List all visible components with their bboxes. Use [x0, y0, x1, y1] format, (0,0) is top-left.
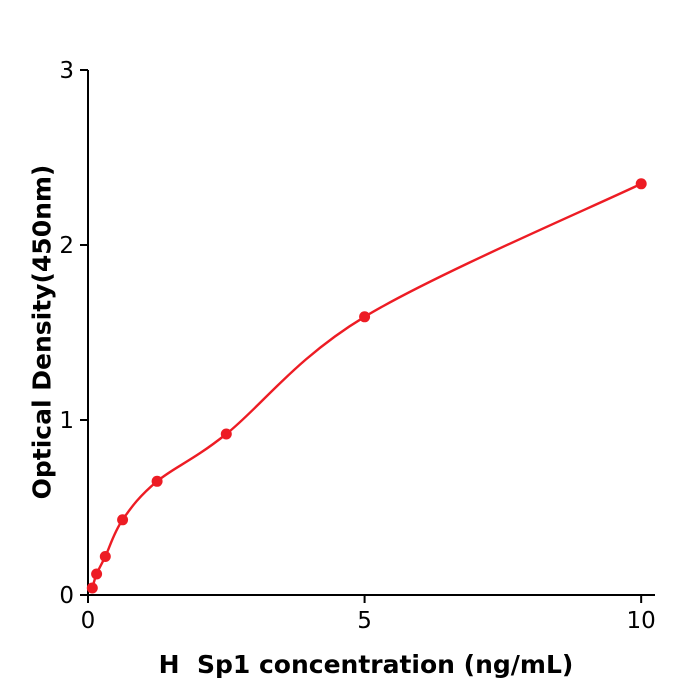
y-tick-label: 2: [59, 233, 74, 259]
data-point: [220, 428, 232, 440]
data-point: [635, 178, 647, 190]
y-tick-label: 0: [59, 583, 74, 609]
data-point: [151, 475, 163, 487]
fit-curve: [91, 182, 643, 590]
x-tick-label: 5: [357, 608, 372, 634]
y-tick-label: 3: [59, 58, 74, 84]
y-tick-label: 1: [59, 408, 74, 434]
x-axis-label: H Sp1 concentration (ng/mL): [158, 650, 574, 679]
x-tick-label: 10: [627, 608, 656, 634]
data-point: [99, 551, 111, 562]
data-point: [117, 514, 129, 526]
data-point: [91, 568, 103, 580]
data-point: [86, 582, 98, 594]
y-axis-label: Optical Density(450nm): [27, 164, 57, 500]
x-tick-label: 0: [81, 608, 96, 634]
data-point: [359, 311, 371, 323]
